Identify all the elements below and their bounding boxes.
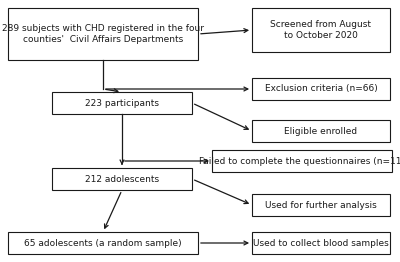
Text: Used for further analysis: Used for further analysis <box>265 200 377 210</box>
FancyBboxPatch shape <box>212 150 392 172</box>
Text: Failed to complete the questionnaires (n=11): Failed to complete the questionnaires (n… <box>199 156 400 166</box>
Text: Screened from August
to October 2020: Screened from August to October 2020 <box>270 20 372 40</box>
Text: 65 adolescents (a random sample): 65 adolescents (a random sample) <box>24 238 182 248</box>
Text: Used to collect blood samples: Used to collect blood samples <box>253 238 389 248</box>
Text: Exclusion criteria (n=66): Exclusion criteria (n=66) <box>265 85 377 94</box>
FancyBboxPatch shape <box>52 92 192 114</box>
FancyBboxPatch shape <box>252 120 390 142</box>
FancyBboxPatch shape <box>252 78 390 100</box>
FancyBboxPatch shape <box>252 232 390 254</box>
FancyBboxPatch shape <box>252 194 390 216</box>
Text: 289 subjects with CHD registered in the four
counties'  Civil Affairs Department: 289 subjects with CHD registered in the … <box>2 24 204 44</box>
Text: 223 participants: 223 participants <box>85 99 159 107</box>
FancyBboxPatch shape <box>8 232 198 254</box>
FancyBboxPatch shape <box>52 168 192 190</box>
Text: Eligible enrolled: Eligible enrolled <box>284 127 358 135</box>
Text: 212 adolescents: 212 adolescents <box>85 174 159 183</box>
FancyBboxPatch shape <box>252 8 390 52</box>
FancyBboxPatch shape <box>8 8 198 60</box>
